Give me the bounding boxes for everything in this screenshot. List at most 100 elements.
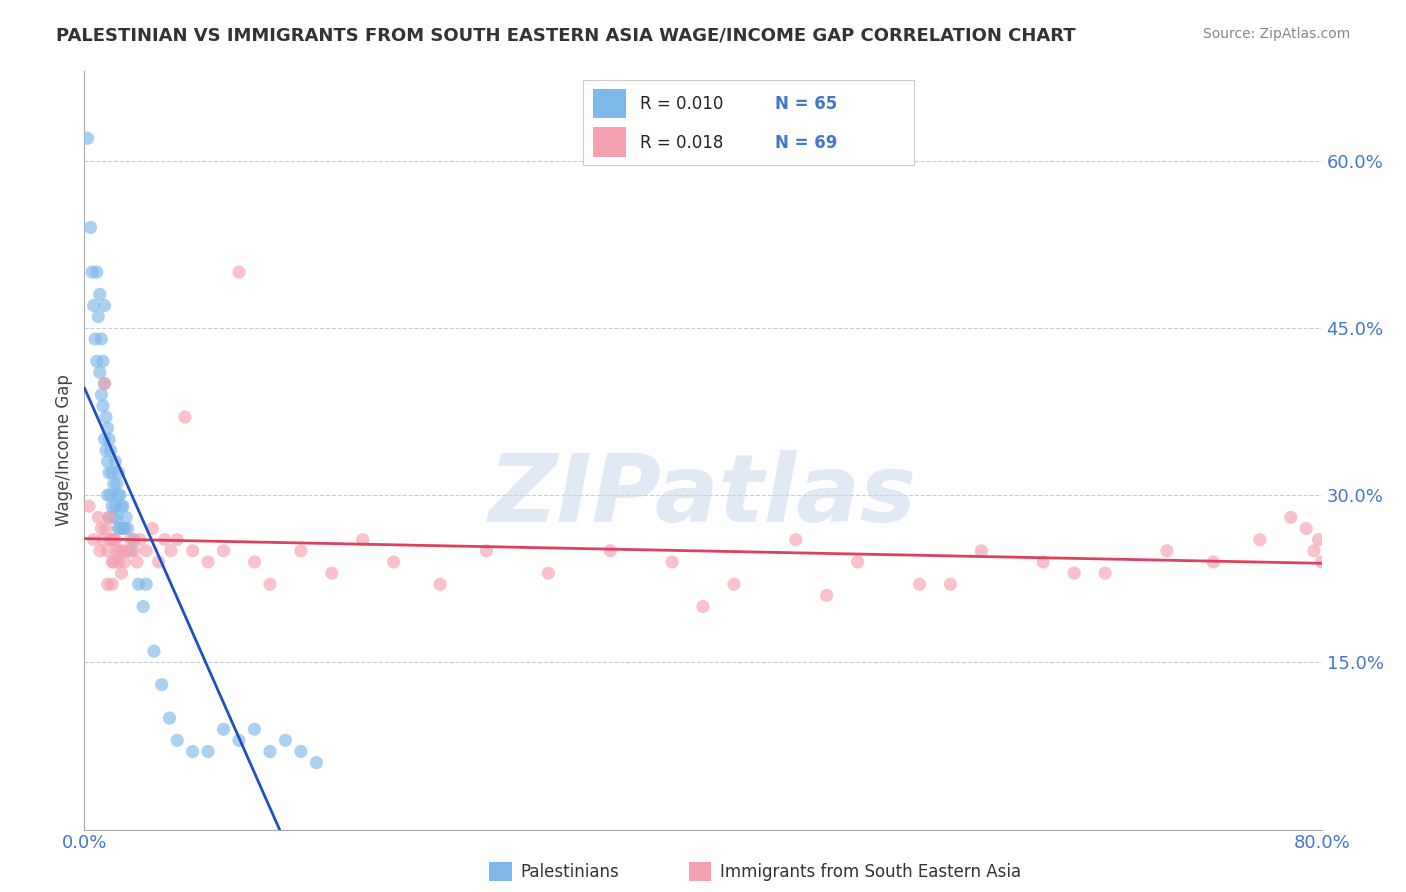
Point bbox=[100, 488, 122, 502]
Point bbox=[290, 744, 312, 758]
Point bbox=[104, 533, 127, 547]
Point bbox=[89, 366, 111, 380]
Point bbox=[103, 510, 125, 524]
Point bbox=[96, 544, 118, 558]
Point bbox=[290, 544, 312, 558]
Point bbox=[93, 433, 115, 447]
Point bbox=[212, 544, 235, 558]
Point bbox=[90, 387, 112, 401]
Point bbox=[1295, 521, 1317, 535]
Point bbox=[537, 566, 560, 581]
Point bbox=[84, 332, 107, 346]
Point bbox=[83, 533, 105, 547]
Point bbox=[107, 466, 129, 480]
Point bbox=[429, 577, 451, 591]
Point bbox=[212, 723, 235, 737]
Point bbox=[1094, 566, 1116, 581]
Point bbox=[108, 488, 131, 502]
Text: N = 65: N = 65 bbox=[775, 95, 838, 112]
Point bbox=[108, 544, 131, 558]
Point bbox=[86, 354, 108, 368]
Point bbox=[107, 521, 129, 535]
Point bbox=[125, 555, 148, 569]
Point bbox=[243, 555, 266, 569]
Text: Palestinians: Palestinians bbox=[520, 863, 619, 881]
Text: Immigrants from South Eastern Asia: Immigrants from South Eastern Asia bbox=[720, 863, 1021, 881]
Point bbox=[120, 544, 142, 558]
Point bbox=[93, 299, 115, 313]
Point bbox=[1249, 533, 1271, 547]
Point bbox=[108, 521, 131, 535]
Point bbox=[82, 265, 104, 279]
Point bbox=[117, 544, 139, 558]
Point bbox=[112, 500, 135, 514]
Point bbox=[83, 299, 105, 313]
Point bbox=[135, 544, 157, 558]
Point bbox=[94, 410, 117, 425]
Point bbox=[107, 555, 129, 569]
Point bbox=[321, 566, 343, 581]
Point bbox=[87, 310, 110, 324]
Point bbox=[723, 577, 745, 591]
Point bbox=[98, 433, 121, 447]
Point bbox=[105, 477, 128, 491]
Point bbox=[120, 533, 142, 547]
Point bbox=[101, 577, 124, 591]
Point bbox=[89, 287, 111, 301]
Point bbox=[475, 544, 498, 558]
Point bbox=[1032, 555, 1054, 569]
Point bbox=[166, 733, 188, 747]
Point bbox=[105, 544, 128, 558]
Point bbox=[661, 555, 683, 569]
Point bbox=[143, 644, 166, 658]
Point bbox=[100, 443, 122, 458]
Point bbox=[599, 544, 621, 558]
Point bbox=[98, 510, 121, 524]
Point bbox=[1156, 544, 1178, 558]
Point bbox=[970, 544, 993, 558]
Point bbox=[181, 744, 204, 758]
Point bbox=[228, 265, 250, 279]
Point bbox=[141, 521, 163, 535]
Point bbox=[259, 577, 281, 591]
Point bbox=[76, 131, 98, 145]
Point bbox=[153, 533, 176, 547]
Point bbox=[114, 521, 136, 535]
Point bbox=[197, 555, 219, 569]
Point bbox=[103, 555, 125, 569]
Point bbox=[908, 577, 931, 591]
Point bbox=[382, 555, 405, 569]
Point bbox=[1279, 510, 1302, 524]
Point bbox=[122, 533, 145, 547]
Point bbox=[159, 711, 180, 725]
Point bbox=[96, 455, 118, 469]
Point bbox=[939, 577, 962, 591]
FancyBboxPatch shape bbox=[593, 127, 627, 157]
Point bbox=[166, 533, 188, 547]
Point bbox=[785, 533, 807, 547]
Point bbox=[79, 220, 101, 235]
Point bbox=[122, 544, 145, 558]
Point bbox=[94, 443, 117, 458]
Point bbox=[89, 544, 111, 558]
Point bbox=[127, 577, 149, 591]
Point bbox=[87, 510, 110, 524]
Point bbox=[1063, 566, 1085, 581]
Text: Source: ZipAtlas.com: Source: ZipAtlas.com bbox=[1202, 27, 1350, 41]
Point bbox=[110, 500, 132, 514]
Text: ZIPatlas: ZIPatlas bbox=[489, 450, 917, 542]
Point bbox=[90, 332, 112, 346]
Point bbox=[846, 555, 869, 569]
Point bbox=[104, 455, 127, 469]
Point bbox=[148, 555, 170, 569]
Point bbox=[103, 477, 125, 491]
Point bbox=[86, 265, 108, 279]
Point bbox=[174, 410, 197, 425]
Point bbox=[90, 521, 112, 535]
Point bbox=[103, 533, 125, 547]
Point bbox=[112, 544, 135, 558]
Point bbox=[101, 555, 124, 569]
Point bbox=[1302, 544, 1324, 558]
Point bbox=[1310, 555, 1333, 569]
Point bbox=[115, 510, 138, 524]
